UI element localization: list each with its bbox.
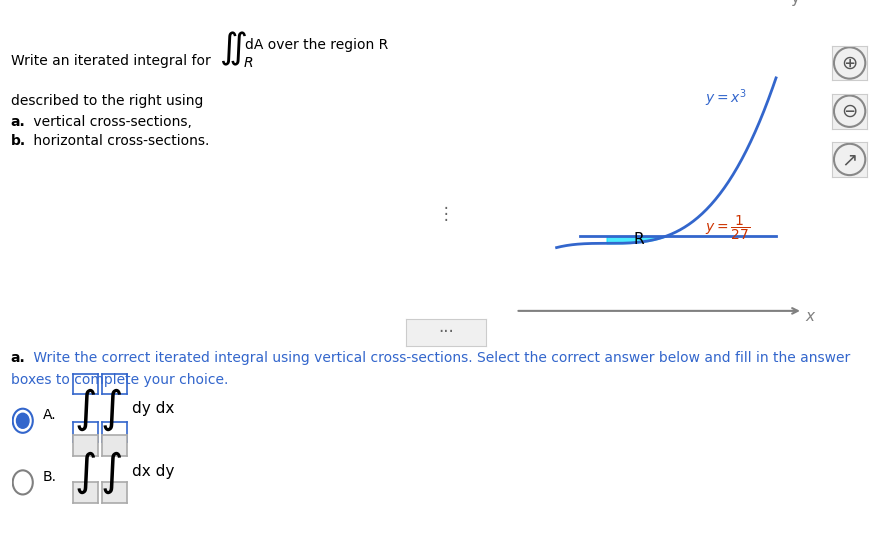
Circle shape xyxy=(17,413,29,428)
Text: $y = \dfrac{1}{27}$: $y = \dfrac{1}{27}$ xyxy=(705,214,750,242)
Text: $\int$: $\int$ xyxy=(100,387,122,433)
Text: dA over the region R: dA over the region R xyxy=(245,38,389,51)
Text: R: R xyxy=(633,232,644,247)
Text: boxes to complete your choice.: boxes to complete your choice. xyxy=(11,373,228,386)
Text: a.: a. xyxy=(11,351,26,365)
Text: y: y xyxy=(791,0,800,6)
Text: b.: b. xyxy=(11,134,26,148)
Text: dy dx: dy dx xyxy=(132,401,175,416)
Text: a.: a. xyxy=(11,115,26,129)
Text: ⊖: ⊖ xyxy=(841,102,858,121)
Text: $\iint$: $\iint$ xyxy=(219,29,246,68)
Text: ⊕: ⊕ xyxy=(841,54,858,72)
Text: Write an iterated integral for: Write an iterated integral for xyxy=(11,54,211,68)
Text: vertical cross-sections,: vertical cross-sections, xyxy=(29,115,192,129)
Text: R: R xyxy=(244,56,253,70)
Text: ⋮: ⋮ xyxy=(438,205,454,224)
Text: ···: ··· xyxy=(438,323,454,341)
Text: dx dy: dx dy xyxy=(132,464,175,479)
Text: ↗: ↗ xyxy=(841,150,858,169)
Text: A.: A. xyxy=(43,408,56,422)
Text: Write the correct iterated integral using vertical cross-sections. Select the co: Write the correct iterated integral usin… xyxy=(29,351,850,365)
Text: horizontal cross-sections.: horizontal cross-sections. xyxy=(29,134,209,148)
Text: $\int$: $\int$ xyxy=(74,450,96,496)
Text: B.: B. xyxy=(43,470,57,484)
Text: $y = x^3$: $y = x^3$ xyxy=(705,88,747,109)
Text: described to the right using: described to the right using xyxy=(11,94,203,108)
Text: $\int$: $\int$ xyxy=(100,450,122,496)
Text: x: x xyxy=(805,309,814,324)
Text: $\int$: $\int$ xyxy=(74,387,96,433)
